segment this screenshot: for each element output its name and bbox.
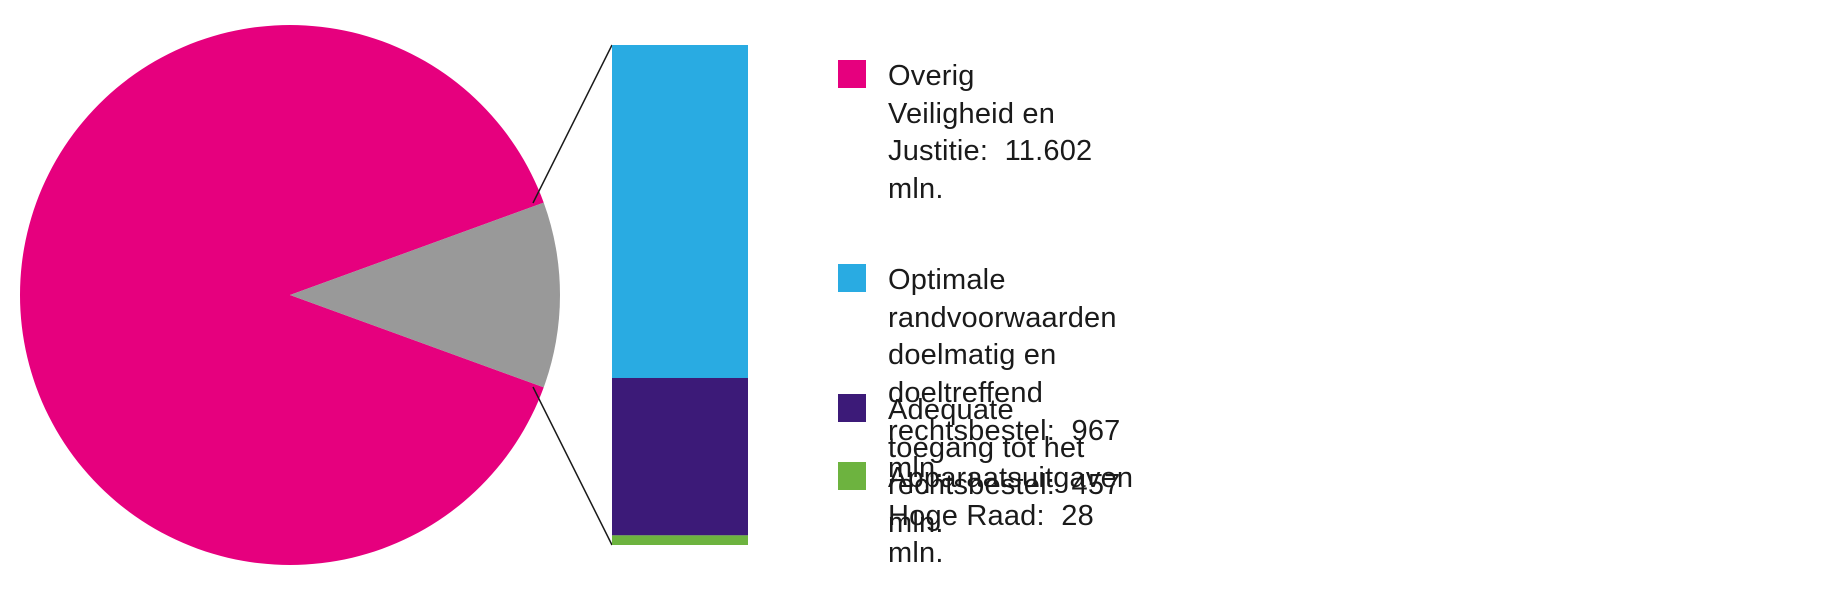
legend-label: Apparaatsuitgaven Hoge Raad: 28 mln. xyxy=(888,460,1133,573)
pie-svg xyxy=(10,0,570,590)
bar-segment xyxy=(612,378,748,535)
legend-swatch xyxy=(838,264,866,292)
legend-swatch xyxy=(838,394,866,422)
bar-segment xyxy=(612,45,748,378)
bar-svg xyxy=(612,45,748,545)
legend-label: Overig Veiligheid en Justitie: 11.602 ml… xyxy=(888,58,1092,209)
legend-swatch xyxy=(838,60,866,88)
legend-swatch xyxy=(838,462,866,490)
bar-segment xyxy=(612,535,748,545)
legend-item: Apparaatsuitgaven Hoge Raad: 28 mln. xyxy=(838,460,1133,573)
legend-item: Overig Veiligheid en Justitie: 11.602 ml… xyxy=(838,58,1092,209)
budget-breakdown-chart: Overig Veiligheid en Justitie: 11.602 ml… xyxy=(0,0,1822,591)
breakout-bar xyxy=(612,45,748,550)
pie-chart xyxy=(10,0,570,595)
